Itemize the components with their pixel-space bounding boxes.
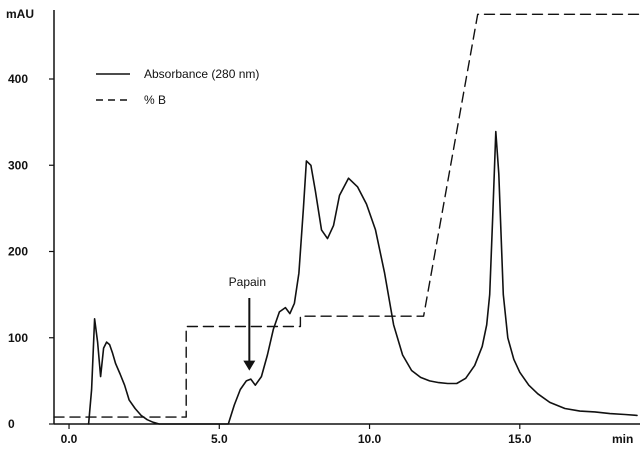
x-tick-label: 15.0 [508, 432, 532, 446]
percent-b-series-line [53, 13, 640, 418]
legend-label: % B [144, 93, 166, 107]
y-tick-label: 300 [8, 158, 28, 172]
y-tick-label: 400 [8, 72, 28, 86]
legend: Absorbance (280 nm) % B [96, 67, 259, 107]
y-tick-label: 200 [8, 245, 28, 259]
absorbance-series-line [87, 130, 638, 425]
x-axis-unit-label: min [612, 432, 633, 446]
series-layer [53, 13, 640, 425]
y-axis-unit-label: mAU [6, 7, 34, 21]
x-axis-ticks: 0.0 5.0 10.0 15.0 [61, 424, 532, 446]
y-axis-ticks: 0 100 200 300 400 [8, 72, 54, 431]
x-tick-label: 5.0 [211, 432, 228, 446]
y-tick-label: 0 [8, 417, 15, 431]
legend-label: Absorbance (280 nm) [144, 67, 259, 81]
annotation-label: Papain [229, 275, 266, 289]
y-tick-label: 100 [8, 331, 28, 345]
x-tick-label: 10.0 [358, 432, 382, 446]
annotation-arrow-head [243, 360, 256, 371]
annotations: Papain [229, 275, 266, 371]
x-tick-label: 0.0 [61, 432, 78, 446]
